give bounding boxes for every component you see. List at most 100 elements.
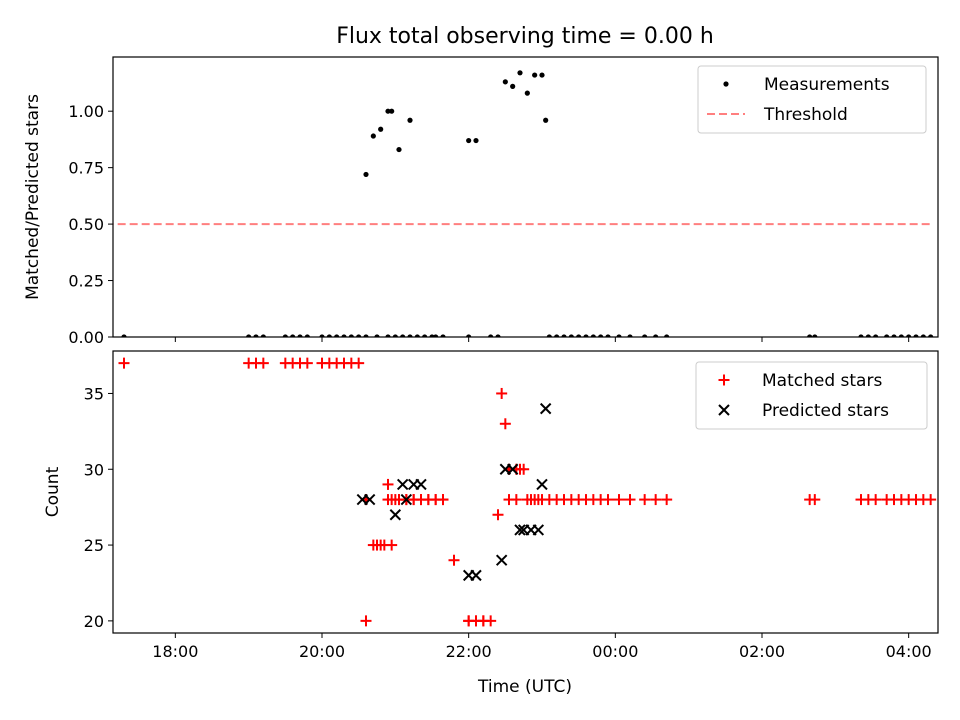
legend-item: Threshold — [707, 105, 848, 125]
data-point — [873, 334, 879, 337]
time-x-axis-label: Time (UTC) — [477, 677, 572, 697]
data-point — [807, 334, 813, 337]
data-point — [382, 478, 394, 490]
legend-label: Threshold — [763, 105, 848, 125]
data-point — [524, 90, 530, 96]
data-point — [546, 334, 552, 337]
ratio-plot-frame — [112, 56, 939, 338]
y-tick-label: 0.50 — [68, 215, 104, 234]
data-point — [605, 334, 611, 337]
data-point — [653, 334, 659, 337]
y-tick-label: 0.00 — [68, 328, 104, 347]
y-tick-label: 35 — [84, 384, 104, 403]
data-point — [473, 137, 479, 144]
data-point — [400, 493, 413, 506]
ratio-legend: Measurements Threshold — [697, 65, 927, 134]
data-point — [363, 493, 376, 506]
data-point — [510, 494, 522, 506]
data-point — [627, 334, 633, 337]
y-tick-label: 1.00 — [68, 102, 104, 121]
data-point — [499, 418, 511, 430]
data-point — [396, 146, 402, 153]
data-point — [865, 334, 871, 337]
data-point — [118, 357, 130, 369]
data-point — [407, 117, 413, 123]
series-predicted-stars — [356, 402, 552, 582]
legend-item: Predicted stars — [718, 401, 889, 421]
ratio-panel: Flux total observing time = 0.00 h 0.000… — [23, 24, 939, 347]
count-axes: 20 25 30 35 18:00 20:00 22:00 00:00 02:00 04:00 — [84, 384, 932, 661]
data-point — [253, 334, 259, 337]
data-point — [642, 334, 648, 337]
count-plot-content — [100, 357, 937, 627]
plot-area — [113, 70, 934, 337]
data-point — [386, 539, 398, 551]
data-point — [543, 117, 549, 123]
data-point — [884, 334, 890, 337]
data-point — [532, 524, 545, 536]
data-point — [414, 334, 420, 337]
count-panel: 20 25 30 35 18:00 20:00 22:00 00:00 02:00 04:00 C… — [43, 350, 939, 697]
legend-box — [697, 65, 927, 134]
x-tick-label: 20:00 — [299, 642, 345, 661]
data-point — [925, 494, 937, 506]
data-point — [422, 334, 428, 337]
data-point — [407, 334, 413, 337]
data-point — [466, 137, 472, 144]
data-point — [304, 334, 310, 337]
legend-box — [695, 361, 928, 430]
legend-marker — [718, 374, 730, 386]
y-tick-label: 20 — [84, 612, 104, 631]
data-point — [576, 334, 582, 337]
x-tick-label: 02:00 — [739, 642, 785, 661]
data-point — [389, 509, 402, 521]
data-point — [385, 108, 391, 114]
data-point — [378, 126, 384, 132]
data-point — [392, 334, 398, 337]
data-point — [590, 334, 596, 337]
data-point — [100, 358, 111, 369]
data-point — [260, 334, 266, 337]
data-point — [246, 334, 252, 337]
data-point — [334, 334, 340, 337]
data-point — [906, 334, 912, 337]
count-legend: Matched stars Predicted stars — [695, 361, 928, 430]
legend-item: Measurements — [723, 75, 890, 95]
data-point — [616, 334, 622, 337]
data-point — [506, 463, 519, 475]
y-tick-label: 0.25 — [68, 272, 104, 291]
legend-marker — [718, 404, 730, 416]
data-point — [913, 334, 919, 337]
data-point — [539, 72, 545, 78]
data-point — [495, 334, 501, 337]
x-tick-label: 22:00 — [446, 642, 492, 661]
y-tick-label: 25 — [84, 536, 104, 555]
data-point — [639, 494, 651, 506]
data-point — [598, 334, 604, 337]
data-point — [568, 334, 574, 337]
data-point — [470, 569, 482, 582]
data-point — [583, 334, 589, 337]
data-point — [396, 478, 409, 491]
data-point — [363, 334, 369, 337]
data-point — [514, 524, 526, 536]
data-point — [536, 478, 548, 491]
data-point — [502, 79, 508, 85]
data-point — [858, 334, 864, 337]
data-point — [257, 357, 269, 369]
data-point — [415, 478, 427, 491]
data-point — [661, 494, 673, 506]
legend-item: Matched stars — [718, 371, 882, 391]
data-point — [517, 70, 523, 76]
data-point — [363, 171, 369, 178]
data-point — [518, 463, 530, 475]
x-tick-label: 18:00 — [152, 642, 198, 661]
legend-label: Matched stars — [762, 371, 882, 391]
data-point — [319, 334, 325, 337]
data-point — [496, 387, 508, 399]
data-point — [375, 539, 387, 551]
data-point — [613, 494, 625, 506]
data-point — [348, 334, 354, 337]
y-tick-label: 30 — [84, 460, 104, 479]
data-point — [510, 83, 516, 89]
